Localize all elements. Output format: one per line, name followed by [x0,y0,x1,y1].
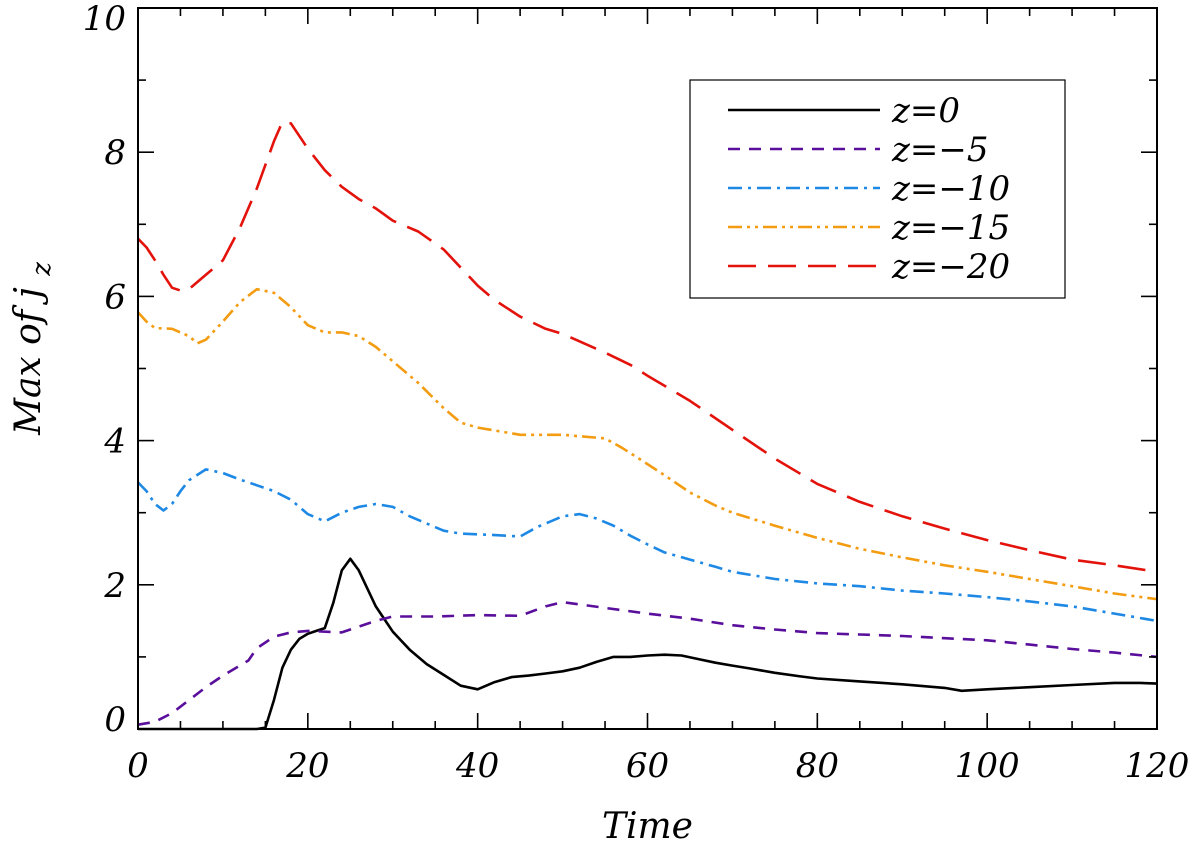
x-tick-label: 100 [955,746,1020,786]
x-tick-label: 0 [127,746,149,786]
y-tick-label: 0 [104,700,126,740]
series-line-1 [137,600,1158,726]
legend-label-1: z=−5 [891,130,989,170]
series-line-2 [137,468,1158,623]
x-tick-label: 120 [1125,746,1190,786]
labels-layer: Time Max of j z [8,262,693,843]
legend-label-0: z=0 [891,91,960,131]
legend-label-2: z=−10 [891,169,1010,209]
series-line-4 [137,120,1158,574]
x-tick-label: 40 [455,746,499,786]
y-tick-label: 2 [103,566,126,606]
y-axis-label: Max of j z [8,262,57,436]
x-tick-label: 80 [796,746,839,786]
y-tick-label: 4 [103,422,126,462]
ticks-layer: 0 20 40 60 80 100 120 0 2 4 6 8 10 [83,0,1190,786]
series-layer [137,120,1158,731]
x-axis-label: Time [602,806,693,843]
y-tick-label: 8 [104,133,126,173]
legend-label-4: z=−20 [891,247,1010,287]
x-tick-label: 60 [626,746,669,786]
y-tick-label: 10 [83,0,126,39]
series-line-3 [137,287,1158,601]
x-tick-label: 20 [285,746,329,786]
legend: z=0z=−5z=−10z=−15z=−20 [689,79,1066,299]
y-axis-label-main: Max of j [8,287,49,436]
y-tick-label: 6 [104,277,126,317]
y-axis-label-subscript: z [27,262,57,277]
legend-label-3: z=−15 [891,208,1010,248]
series-line-0 [138,557,1158,731]
